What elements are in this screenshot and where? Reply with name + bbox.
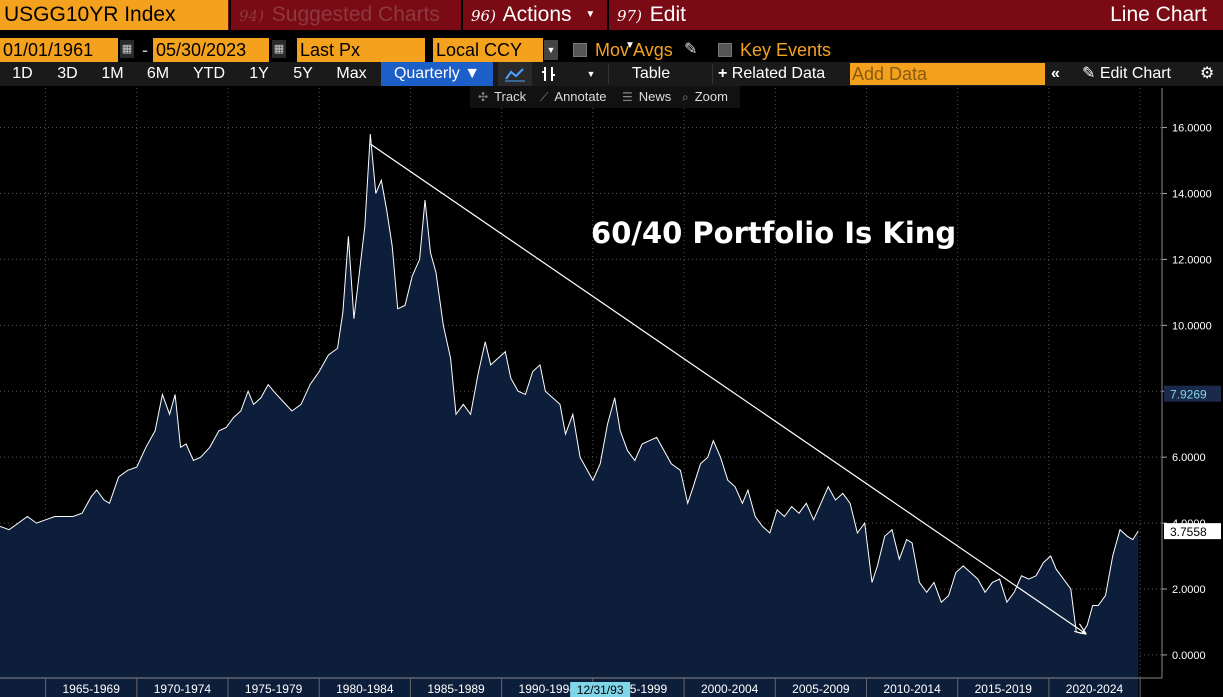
x-tick-label: 2015-2019 bbox=[975, 682, 1033, 696]
related-data-label: Related Data bbox=[731, 65, 826, 82]
settings-gear-icon[interactable]: ⚙ bbox=[1200, 65, 1215, 82]
suggested-charts-label: Suggested Charts bbox=[271, 3, 440, 26]
x-tick-label: 1980-1984 bbox=[336, 682, 394, 696]
date-range-dash: - bbox=[142, 40, 148, 60]
mov-avgs-label[interactable]: Mov Avgs bbox=[595, 40, 673, 60]
key-events-label[interactable]: Key Events bbox=[740, 40, 832, 60]
x-tick-label: 1990-1994 bbox=[519, 682, 577, 696]
y-axis: 16.000014.000012.000010.00008.00006.0000… bbox=[1161, 88, 1212, 678]
currency-chevron-down-icon[interactable]: ▼ bbox=[544, 40, 558, 60]
x-tick-label: 1975-1979 bbox=[245, 682, 303, 696]
candlestick-icon[interactable] bbox=[534, 62, 564, 86]
pencil-icon[interactable]: ✎ bbox=[684, 41, 698, 58]
period-toolbar: 1D 3D 1M 6M YTD 1Y 5Y Max Quarterly ▼ ▼ … bbox=[0, 62, 1223, 86]
yield-series-line bbox=[0, 134, 1139, 635]
x-axis: 1965-1969 1970-1974 1975-1979 1980-1984 1985… bbox=[0, 677, 1162, 697]
line-chart-icon[interactable] bbox=[498, 62, 532, 86]
frequency-chevron-down-icon: ▼ bbox=[464, 65, 481, 82]
period-button[interactable]: 1Y bbox=[249, 65, 269, 82]
last-value-label: 3.7558 bbox=[1170, 525, 1207, 539]
period-button[interactable]: Max bbox=[336, 65, 367, 82]
ref-value-label: 7.9269 bbox=[1170, 388, 1207, 402]
suggested-charts-number: 94) bbox=[239, 7, 264, 25]
value-tags: 12/31/93 3.7558 7.9269 bbox=[570, 385, 1221, 697]
toolbar-divider bbox=[712, 64, 713, 84]
period-button[interactable]: 3D bbox=[57, 65, 78, 82]
edit-chart-button[interactable]: ✎ Edit Chart bbox=[1082, 62, 1192, 86]
cursor-date-box bbox=[570, 682, 631, 697]
y-tick-label: 14.0000 bbox=[1172, 188, 1212, 200]
chart-type-title: Line Chart bbox=[1110, 3, 1207, 26]
start-calendar-icon[interactable]: ▦ bbox=[120, 40, 134, 58]
y-tick-label: 2.0000 bbox=[1172, 584, 1206, 596]
collapse-double-chevron-icon[interactable]: « bbox=[1051, 65, 1060, 82]
period-button[interactable]: 1M bbox=[101, 65, 124, 82]
x-tick-label: 1970-1974 bbox=[154, 682, 212, 696]
x-tick-label: 1965-1969 bbox=[63, 682, 121, 696]
key-events-checkbox[interactable] bbox=[718, 43, 732, 57]
edit-number: 97) bbox=[617, 7, 642, 25]
annotate-label: Annotate bbox=[554, 89, 607, 104]
track-tool[interactable]: ✣ Track bbox=[478, 86, 526, 108]
trend-arrow-line bbox=[369, 143, 1085, 633]
table-button[interactable]: Table bbox=[631, 65, 671, 82]
period-button[interactable]: YTD bbox=[193, 65, 225, 82]
news-label: News bbox=[638, 89, 672, 104]
frequency-dropdown[interactable]: Quarterly ▼ bbox=[381, 62, 493, 86]
crosshair-icon: ✣ bbox=[478, 90, 489, 104]
cursor-date-label: 12/31/93 bbox=[577, 683, 624, 697]
y-tick-label: 6.0000 bbox=[1172, 452, 1206, 464]
actions-number: 96) bbox=[471, 7, 496, 25]
zoom-label: Zoom bbox=[694, 89, 728, 104]
chart-tools-bar: ✣ Track ⟋ Annotate ☰ News ⌕ Zoom bbox=[470, 86, 740, 108]
annotate-tool[interactable]: ⟋ Annotate bbox=[540, 86, 606, 108]
zoom-icon: ⌕ bbox=[682, 90, 689, 104]
y-tick-label: 0.0000 bbox=[1172, 650, 1206, 662]
actions-menu[interactable]: 96) Actions ▼ bbox=[461, 0, 606, 30]
track-label: Track bbox=[494, 89, 527, 104]
news-tool[interactable]: ☰ News bbox=[622, 86, 671, 108]
start-date-field[interactable]: 01/01/1961 bbox=[0, 38, 118, 62]
mov-avgs-checkbox[interactable] bbox=[573, 43, 587, 57]
x-tick-label: 2010-2014 bbox=[883, 682, 941, 696]
actions-chevron-down-icon: ▼ bbox=[585, 9, 596, 21]
news-icon: ☰ bbox=[622, 90, 633, 104]
y-tick-label: 10.0000 bbox=[1172, 320, 1212, 332]
chart-style-chevron-down-icon[interactable]: ▼ bbox=[586, 69, 596, 79]
yield-chart[interactable]: 60/40 Portfolio Is King 16.0000 14.0000 12… bbox=[0, 86, 1223, 697]
edit-menu[interactable]: 97) Edit ▼ bbox=[607, 0, 715, 51]
add-data-input[interactable]: Add Data bbox=[850, 63, 1045, 85]
yield-area-fill bbox=[0, 134, 1139, 697]
period-button[interactable]: 1D bbox=[12, 65, 33, 82]
actions-label: Actions bbox=[502, 3, 572, 26]
related-data-button[interactable]: + Related Data bbox=[718, 62, 848, 86]
plus-icon: + bbox=[718, 65, 728, 82]
zoom-tool[interactable]: ⌕ Zoom bbox=[682, 86, 728, 108]
frequency-label: Quarterly bbox=[393, 65, 460, 82]
chart-annotation: 60/40 Portfolio Is King bbox=[591, 216, 956, 250]
currency-selector[interactable]: Local CCY bbox=[433, 38, 543, 62]
period-button[interactable]: 5Y bbox=[293, 65, 313, 82]
annotate-pencil-icon: ⟋ bbox=[540, 90, 549, 104]
ticker-field[interactable]: USGG10YR Index bbox=[0, 0, 228, 30]
end-date-field[interactable]: 05/30/2023 bbox=[153, 38, 269, 62]
edit-chart-label: Edit Chart bbox=[1099, 65, 1171, 82]
x-tick-label: 2000-2004 bbox=[701, 682, 759, 696]
x-tick-label: 1985-1989 bbox=[427, 682, 485, 696]
chart-settings-row: 01/01/1961 ▦ - 05/30/2023 ▦ Last Px Loca… bbox=[0, 38, 1223, 62]
field-selector[interactable]: Last Px bbox=[297, 38, 425, 62]
x-tick-label: 2020-2024 bbox=[1066, 682, 1124, 696]
toolbar-divider bbox=[608, 64, 609, 84]
suggested-charts-menu[interactable]: 94) Suggested Charts bbox=[229, 0, 460, 30]
x-tick-label: 2005-2009 bbox=[792, 682, 850, 696]
y-tick-label: 12.0000 bbox=[1172, 254, 1212, 266]
end-calendar-icon[interactable]: ▦ bbox=[272, 40, 286, 58]
y-tick-label: 16.0000 bbox=[1172, 123, 1212, 135]
last-value-box bbox=[1164, 523, 1221, 540]
edit-label: Edit bbox=[649, 3, 686, 26]
period-button[interactable]: 6M bbox=[146, 65, 170, 82]
edit-chevron-down-icon: ▼ bbox=[625, 40, 635, 52]
ref-value-box bbox=[1164, 385, 1221, 402]
edit-chart-pencil-icon: ✎ bbox=[1082, 65, 1096, 82]
